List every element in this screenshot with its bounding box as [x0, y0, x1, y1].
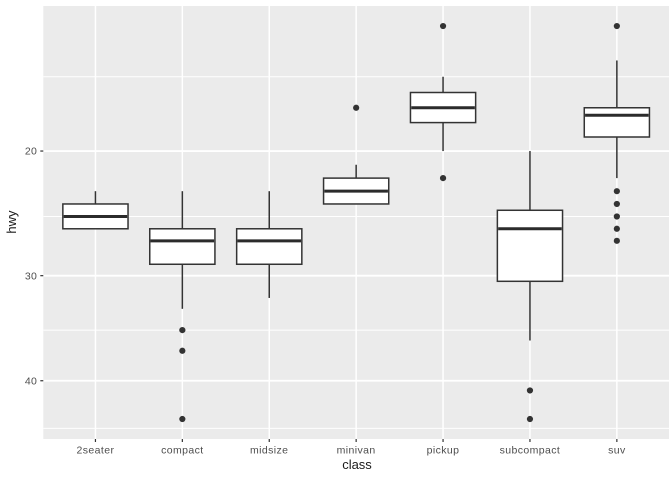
outlier-dot: [439, 22, 447, 30]
plot-area: 20 30 40 2seater compact midsize minivan pickup…: [25, 6, 670, 457]
x-tick-label-subcompact: subcompact: [500, 445, 561, 457]
outlier-dot: [613, 188, 620, 195]
x-tick-label-compact: compact: [161, 445, 203, 457]
outlier-dot: [439, 175, 447, 182]
x-tick-label-suv: suv: [608, 445, 626, 457]
outlier-dot: [179, 347, 186, 354]
outlier-dot: [613, 200, 620, 208]
outlier-dot: [179, 415, 186, 423]
y-tick-label-30: 30: [25, 270, 37, 282]
outlier-dot: [613, 213, 620, 220]
outlier-dot: [179, 326, 186, 334]
outlier-dot: [526, 415, 534, 423]
x-tick-label-pickup: pickup: [427, 445, 460, 457]
outlier-dot: [526, 387, 534, 394]
outlier-dot: [613, 225, 620, 232]
box-suv: [583, 107, 651, 138]
x-tick-label-midsize: midsize: [250, 445, 288, 457]
outlier-dot: [613, 237, 620, 244]
y-axis-title: hwy: [4, 210, 19, 234]
outlier-dot: [613, 22, 620, 30]
box-compact: [149, 228, 216, 266]
outlier-dot: [353, 104, 360, 111]
x-axis-title: class: [342, 457, 372, 472]
y-tick-label-20: 20: [25, 146, 37, 158]
box-subcompact: [496, 209, 564, 283]
x-tick-label-minivan: minivan: [337, 445, 376, 457]
box-midsize: [235, 228, 303, 266]
x-tick-label-2seater: 2seater: [77, 445, 115, 457]
y-tick-label-40: 40: [25, 375, 37, 387]
